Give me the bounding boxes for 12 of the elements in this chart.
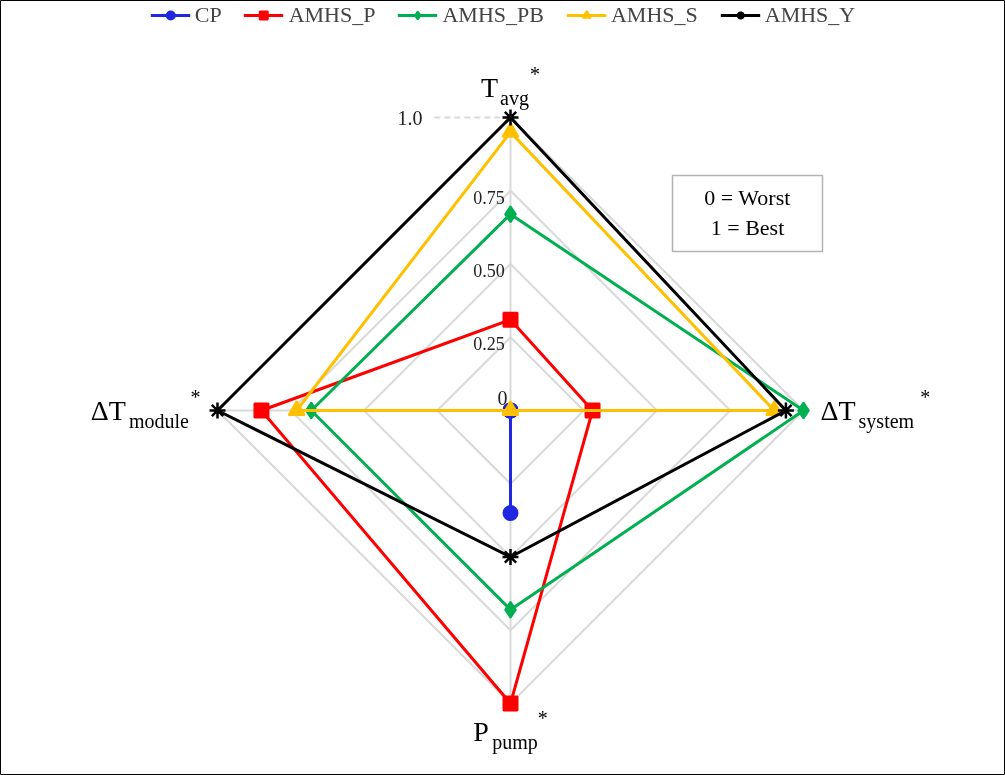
legend-label: AMHS_P — [288, 2, 376, 28]
y-tick-label: 0 — [497, 386, 508, 409]
text: 0 = Worst — [704, 185, 791, 210]
y-tick-label: 0.25 — [473, 334, 505, 355]
legend-label: CP — [194, 2, 222, 28]
y-tick-label: 0.75 — [473, 187, 505, 208]
y-tick-label: 1.0 — [397, 106, 423, 129]
legend-label: AMHS_Y — [764, 2, 856, 28]
text: 1 = Best — [710, 215, 785, 240]
y-tick-label: 0.50 — [473, 261, 505, 281]
legend-label: AMHS_PB — [442, 2, 544, 28]
legend-label: AMHS_S — [610, 2, 698, 28]
